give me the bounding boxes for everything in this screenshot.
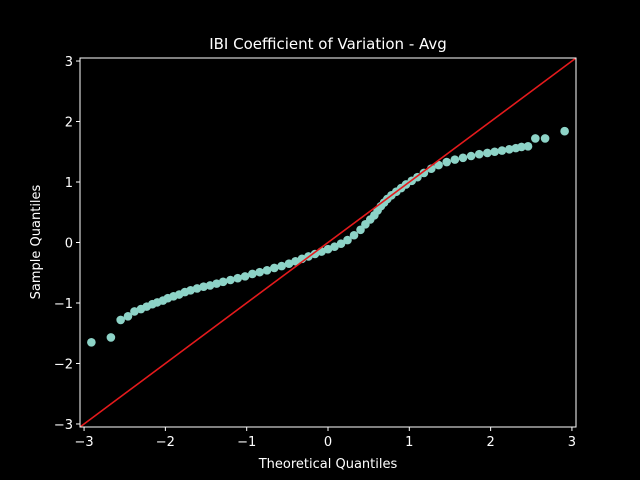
x-tick-label: −2 bbox=[156, 435, 175, 450]
data-point bbox=[199, 282, 208, 291]
y-tick-label: 1 bbox=[65, 176, 73, 191]
data-point bbox=[291, 256, 300, 266]
data-point bbox=[505, 145, 514, 154]
data-point bbox=[474, 149, 484, 159]
data-point bbox=[483, 148, 492, 158]
data-point bbox=[277, 261, 286, 271]
data-point bbox=[226, 275, 235, 285]
x-tick-label: 0 bbox=[324, 435, 332, 450]
reference-line bbox=[79, 57, 577, 428]
data-point bbox=[419, 168, 429, 178]
data-point bbox=[205, 281, 215, 290]
x-tick-label: 1 bbox=[405, 435, 413, 450]
x-axis-label: Theoretical Quantiles bbox=[258, 457, 398, 472]
data-point bbox=[458, 153, 468, 163]
data-point bbox=[284, 259, 294, 268]
data-point bbox=[186, 285, 195, 295]
data-point bbox=[87, 338, 96, 347]
data-point bbox=[531, 134, 540, 143]
data-point bbox=[270, 263, 279, 273]
y-tick-label: −3 bbox=[54, 418, 73, 433]
data-point bbox=[349, 230, 359, 240]
data-point bbox=[233, 273, 243, 283]
x-tick-label: −3 bbox=[74, 435, 93, 450]
data-point bbox=[336, 239, 346, 249]
data-point bbox=[262, 266, 272, 275]
data-point bbox=[212, 279, 221, 288]
y-tick-label: 0 bbox=[65, 237, 73, 252]
data-point bbox=[218, 277, 228, 287]
data-point bbox=[343, 235, 352, 245]
data-point bbox=[517, 142, 526, 152]
y-tick-label: 3 bbox=[65, 55, 73, 70]
data-point bbox=[497, 146, 507, 155]
y-axis-ticks: −3 −2 −1 0 1 2 3 bbox=[54, 55, 80, 433]
data-point bbox=[450, 155, 460, 164]
data-point bbox=[248, 269, 257, 279]
plot-area bbox=[79, 57, 577, 428]
data-point bbox=[434, 160, 443, 170]
data-point bbox=[323, 244, 333, 254]
data-point bbox=[540, 134, 550, 143]
data-point bbox=[310, 249, 320, 259]
y-tick-label: 2 bbox=[65, 116, 73, 131]
data-point bbox=[116, 315, 125, 325]
data-point bbox=[106, 333, 116, 342]
data-point bbox=[130, 307, 139, 316]
data-point bbox=[192, 284, 202, 293]
x-tick-label: 3 bbox=[568, 435, 576, 450]
data-point bbox=[123, 312, 133, 321]
data-point bbox=[330, 242, 339, 252]
data-point bbox=[490, 147, 499, 157]
y-tick-label: −2 bbox=[54, 357, 73, 372]
data-point bbox=[560, 126, 569, 136]
x-axis-ticks: −3 −2 −1 0 1 2 3 bbox=[74, 427, 576, 450]
x-tick-label: −1 bbox=[237, 435, 256, 450]
data-point bbox=[523, 142, 533, 151]
data-point bbox=[240, 272, 250, 281]
x-tick-label: 2 bbox=[486, 435, 494, 450]
data-point bbox=[466, 151, 476, 161]
data-point bbox=[442, 157, 452, 167]
chart-title: IBI Coefficient of Variation - Avg bbox=[209, 35, 447, 53]
y-tick-label: −1 bbox=[54, 297, 73, 312]
y-axis-label: Sample Quantiles bbox=[29, 184, 44, 299]
data-point bbox=[255, 267, 264, 277]
